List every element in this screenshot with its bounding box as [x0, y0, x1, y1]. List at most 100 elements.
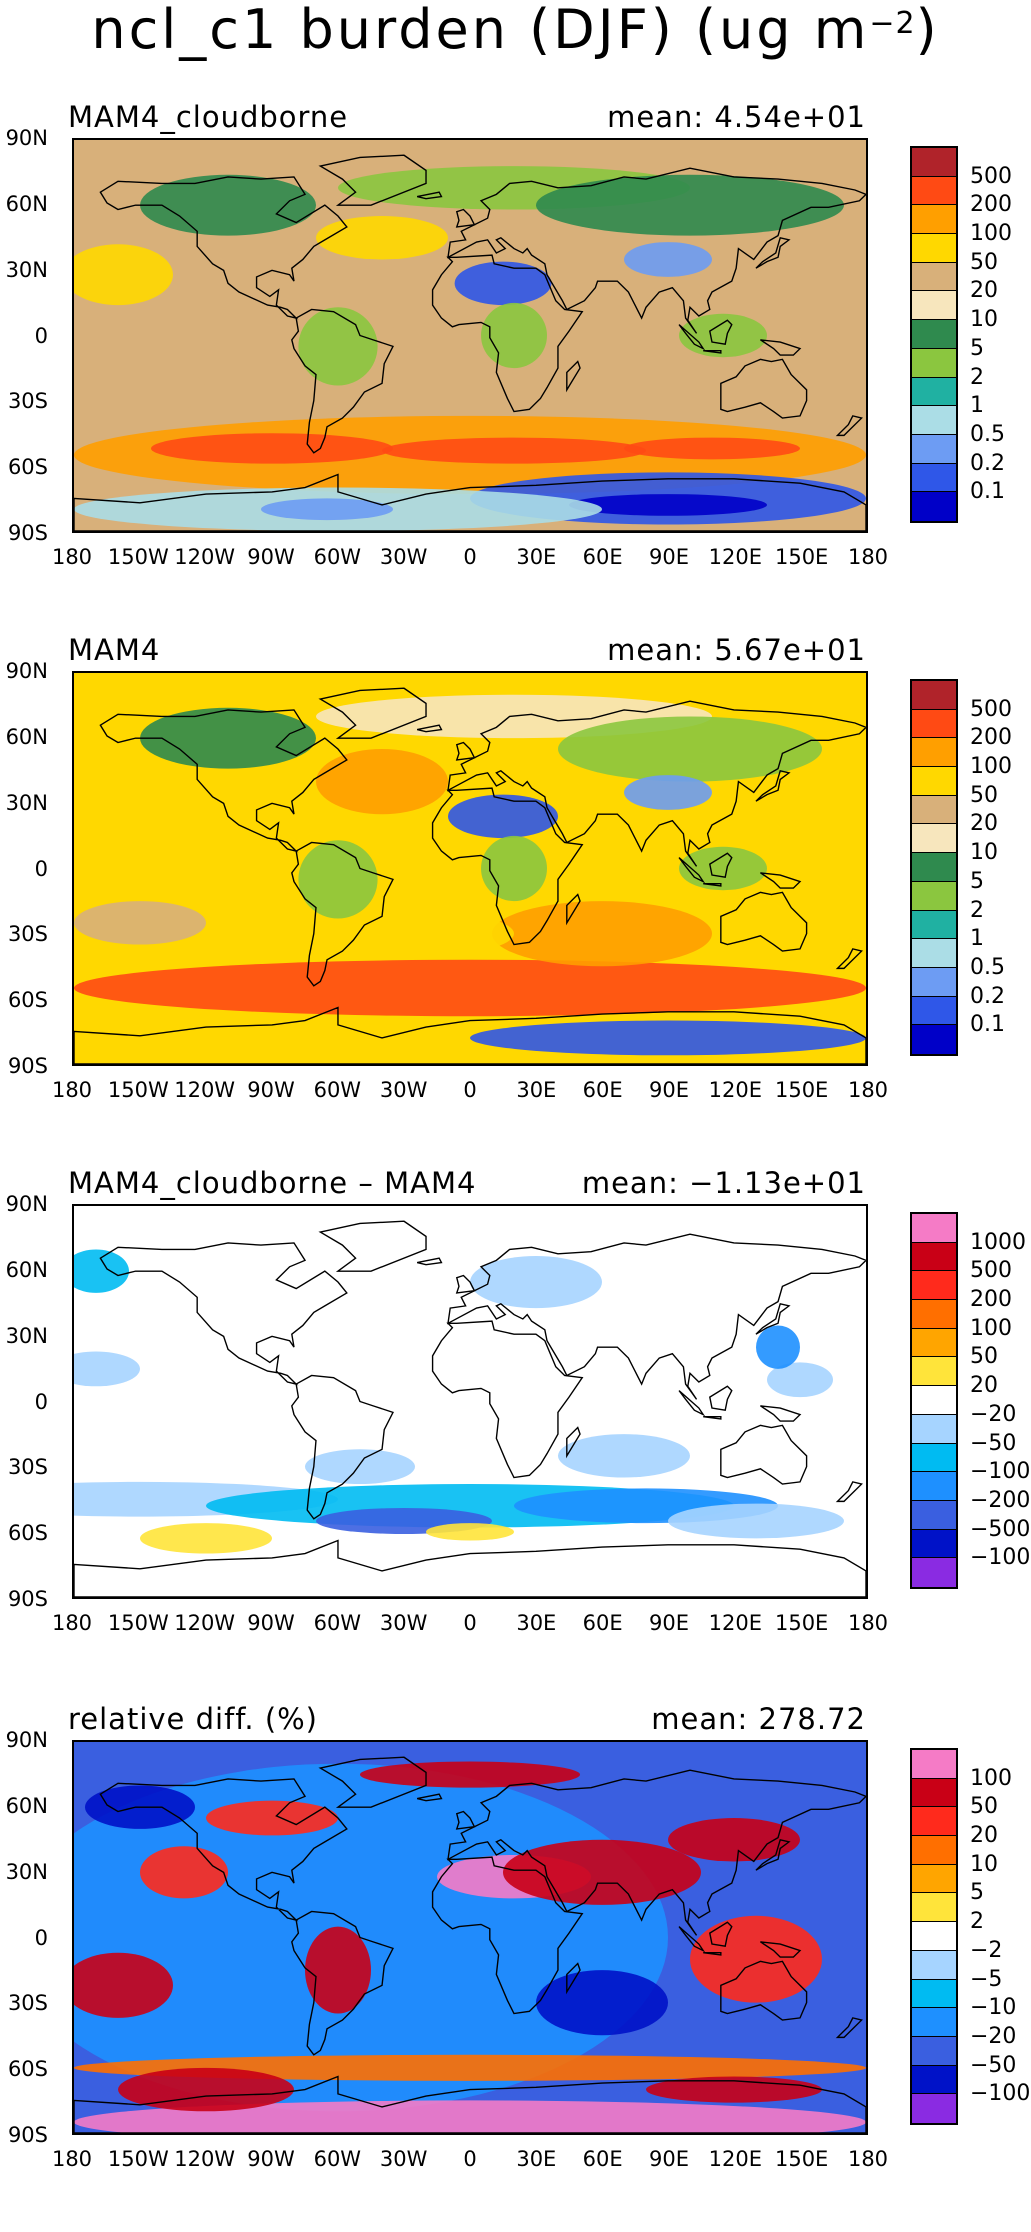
coastline — [99, 709, 348, 853]
colorbar-swatch — [912, 1214, 956, 1243]
title-exponent: −2 — [869, 6, 916, 41]
coastline — [447, 1769, 866, 1936]
colorbar-swatch — [912, 795, 956, 825]
lon-tick-label: 60E — [582, 2147, 623, 2171]
lon-tick-label: 150E — [774, 1078, 829, 1102]
colorbar-swatch — [912, 1500, 956, 1530]
coastline — [835, 948, 863, 970]
lon-tick-label: 120W — [174, 1078, 236, 1102]
coastline — [566, 1962, 581, 1995]
field-contour — [426, 1523, 514, 1541]
colorbar-swatch — [912, 1836, 956, 1865]
colorbar-swatch — [912, 1922, 956, 1951]
field-contour — [315, 216, 448, 260]
colorbar — [910, 1748, 958, 2125]
coastline — [703, 350, 722, 354]
field-contour — [569, 494, 767, 516]
lon-tick-label: 120W — [174, 545, 236, 569]
field-contour — [74, 363, 206, 416]
colorbar-swatch — [912, 1271, 956, 1301]
colorbar-swatch — [912, 348, 956, 378]
coastline — [431, 787, 584, 946]
colorbar-swatch — [912, 377, 956, 407]
colorbar-label: 10 — [970, 1851, 998, 1877]
colorbar-label: 100 — [970, 221, 1012, 247]
lat-tick-label: 30N — [5, 1859, 48, 1884]
colorbar-label: 100 — [970, 1765, 1012, 1791]
colorbar — [910, 679, 958, 1056]
colorbar-swatch — [912, 1778, 956, 1808]
lat-tick-label: 90N — [5, 659, 48, 683]
coastline — [291, 841, 394, 987]
coastline — [755, 769, 791, 802]
lat-tick-label: 60N — [5, 191, 48, 216]
colorbar-swatch — [912, 2036, 956, 2066]
colorbar-label: 20 — [970, 278, 998, 304]
colorbar-label: 50 — [970, 1794, 998, 1820]
colorbar-label: −500 — [970, 1516, 1031, 1542]
colorbar-swatch — [912, 492, 956, 521]
field-contour — [315, 749, 448, 815]
lon-tick-label: 90E — [649, 545, 689, 569]
field-contour — [690, 1915, 823, 2003]
lon-tick-label: 120W — [174, 2147, 236, 2171]
lon-tick-label: 90W — [247, 2147, 295, 2171]
map-plot — [72, 138, 868, 533]
coastline — [99, 1242, 348, 1386]
field-contour — [668, 1818, 800, 1862]
colorbar-label: 200 — [970, 1287, 1012, 1313]
lat-tick-label: 60S — [7, 2057, 48, 2082]
field-contour — [448, 794, 558, 839]
panel-mean-label: mean: −1.13e+01 — [581, 1166, 866, 1200]
colorbar-label: 5 — [970, 868, 984, 894]
field-contour — [382, 437, 646, 464]
coastline — [720, 891, 808, 952]
map-panel-cloudborne: MAM4_cloudborne mean: 4.54e+01 90N 60N 30N 0 3… — [0, 100, 1031, 630]
lon-tick-label: 0 — [463, 545, 477, 569]
colorbar-swatch — [912, 1807, 956, 1837]
coastline — [835, 1481, 863, 1503]
coastline — [703, 1416, 722, 1420]
coastline — [760, 339, 802, 356]
lon-tick-label: 120E — [708, 1078, 762, 1102]
colorbar-label: 100 — [970, 754, 1012, 780]
map-plot — [72, 1204, 868, 1599]
lat-tick-label: 0 — [34, 1925, 48, 1950]
panel-mean-label: mean: 5.67e+01 — [607, 633, 866, 667]
coastline — [720, 1424, 808, 1485]
figure-title: ncl_c1 burden (DJF) (ug m−2) — [0, 0, 1031, 60]
colorbar-label: 2 — [970, 364, 984, 390]
lon-tick-label: 150E — [774, 545, 829, 569]
colorbar-swatch — [912, 463, 956, 493]
colorbar-label: 0.5 — [970, 421, 1005, 447]
lon-tick-label: 180 — [847, 1078, 889, 1102]
colorbar-label: 1 — [970, 393, 984, 419]
coastline — [709, 319, 733, 346]
field-contour — [118, 2067, 295, 2112]
coastline — [99, 1778, 348, 1922]
field-contour — [668, 1503, 844, 1539]
colorbar-label: 2 — [970, 897, 984, 923]
coastline — [291, 308, 394, 454]
panel-mean-label: mean: 278.72 — [651, 1702, 866, 1736]
coastline — [318, 1756, 427, 1808]
coastline — [709, 852, 733, 879]
coastline — [720, 1960, 808, 2021]
colorbar-label: 500 — [970, 1258, 1012, 1284]
lon-tick-label: 60E — [582, 545, 623, 569]
colorbar-swatch — [912, 681, 956, 710]
lat-tick-label: 0 — [34, 856, 48, 881]
coastline — [678, 324, 706, 351]
colorbar-swatch — [912, 709, 956, 739]
colorbar-swatch — [912, 1414, 956, 1444]
colorbar-label: 100 — [970, 1315, 1012, 1341]
title-close: ) — [915, 0, 940, 61]
coastline — [678, 1390, 706, 1417]
panel-left-label: relative diff. (%) — [68, 1702, 318, 1736]
coastline — [318, 154, 427, 206]
coastline — [74, 2075, 866, 2133]
colorbar-label: 20 — [970, 1373, 998, 1399]
lon-tick-label: 150W — [107, 1611, 169, 1635]
field-contour — [337, 911, 514, 956]
map-plot — [72, 671, 868, 1066]
